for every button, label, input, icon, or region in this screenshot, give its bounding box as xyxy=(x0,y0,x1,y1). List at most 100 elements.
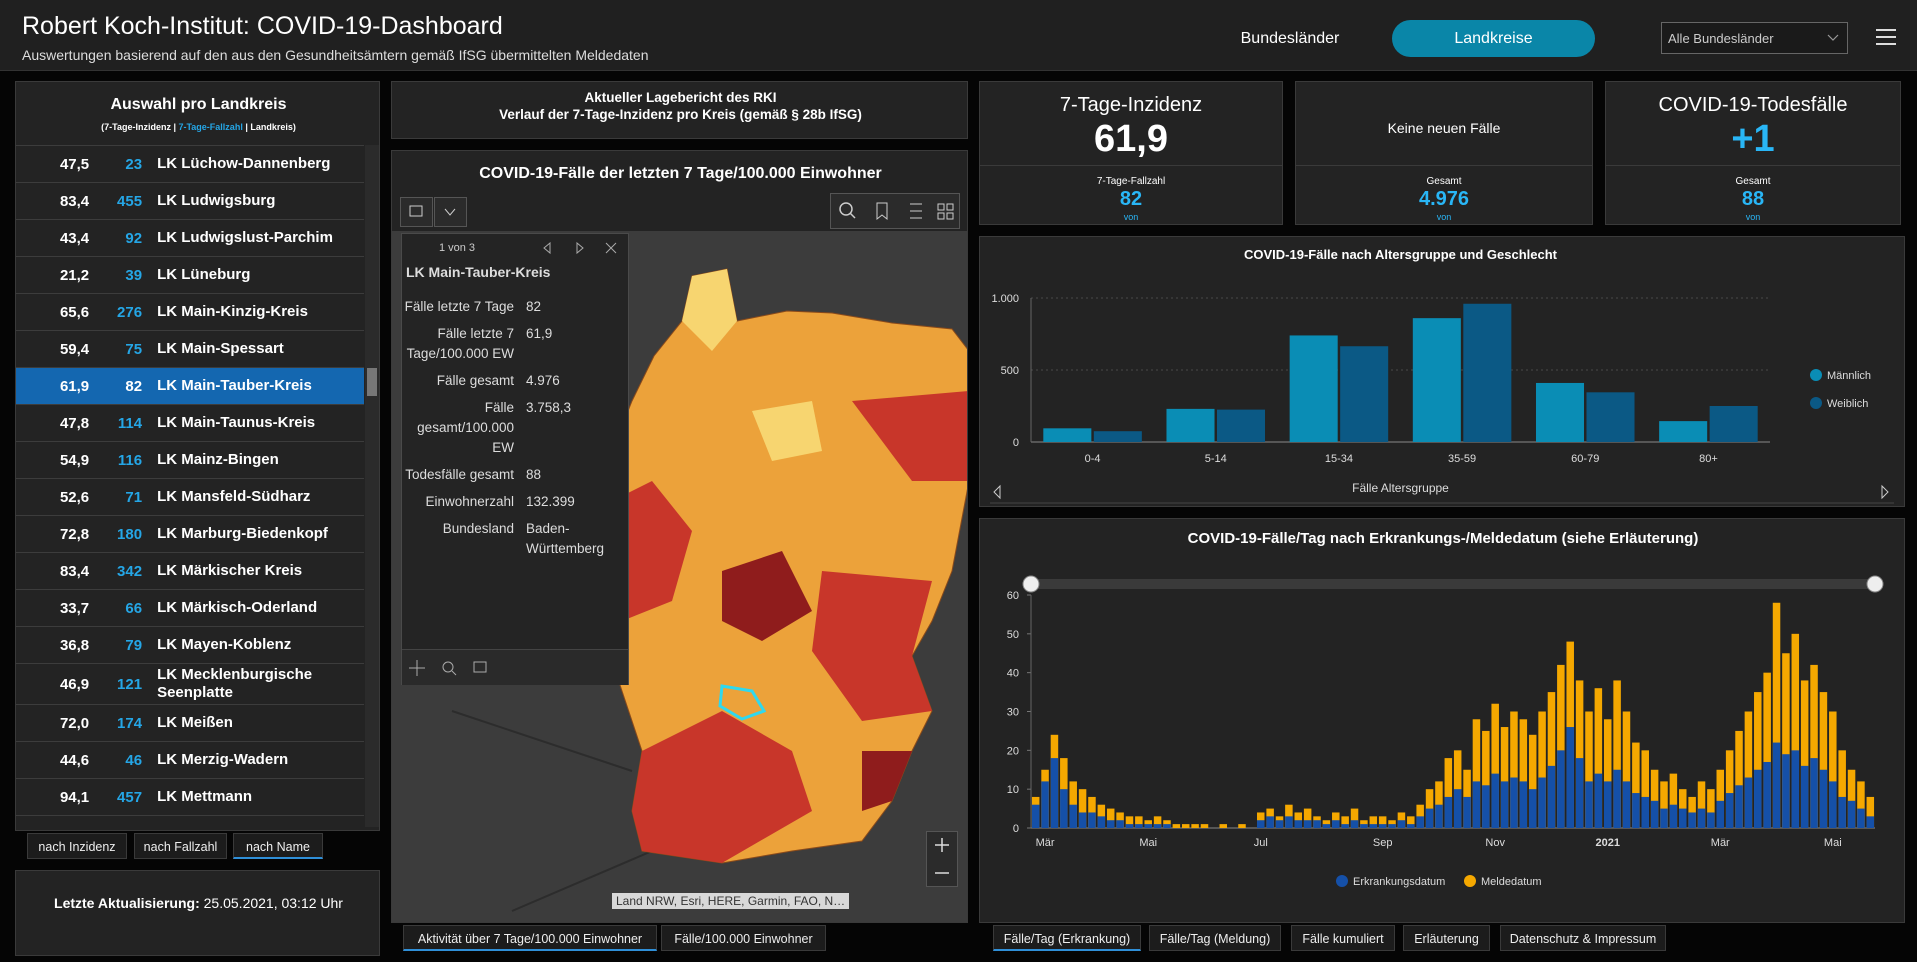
bar xyxy=(1603,781,1612,828)
bar xyxy=(1679,808,1687,828)
nav-arrow[interactable] xyxy=(993,484,1001,500)
chart-title: COVID-19-Fälle/Tag nach Erkrankungs-/Mel… xyxy=(1188,530,1699,547)
bar xyxy=(1857,781,1865,828)
bar xyxy=(1463,796,1471,828)
bottom-tab[interactable]: Fälle kumuliert xyxy=(1291,925,1395,951)
bar xyxy=(1829,781,1837,828)
district-row[interactable]: 33,7 66 LK Märkisch-Oderland xyxy=(16,590,364,627)
legend-swatch xyxy=(1464,875,1476,887)
sort-button[interactable]: nach Inzidenz xyxy=(27,833,127,859)
district-row[interactable]: 44,6 46 LK Merzig-Wadern xyxy=(16,742,364,779)
sort-button[interactable]: nach Name xyxy=(233,833,323,859)
district-name: LK Lüchow-Dannenberg xyxy=(157,155,331,172)
bar xyxy=(1144,824,1152,828)
bar xyxy=(1332,820,1340,828)
x-tick-label: 15-34 xyxy=(1325,453,1353,465)
bar xyxy=(1043,428,1092,442)
sort-button[interactable]: nach Fallzahl xyxy=(134,833,227,859)
bar xyxy=(1200,824,1209,828)
district-row[interactable]: 47,5 23 LK Lüchow-Dannenberg xyxy=(16,146,364,183)
report-panel[interactable]: Aktueller Lagebericht des RKI Verlauf de… xyxy=(391,81,968,139)
bar xyxy=(1125,824,1134,828)
district-row[interactable]: 43,4 92 LK Ludwigslust-Parchim xyxy=(16,220,364,257)
district-row[interactable]: 36,8 79 LK Mayen-Koblenz xyxy=(16,627,364,664)
district-row[interactable]: 72,0 174 LK Meißen xyxy=(16,705,364,742)
district-row[interactable]: 83,4 342 LK Märkischer Kreis xyxy=(16,553,364,590)
district-row[interactable]: 83,4 455 LK Ludwigsburg xyxy=(16,183,364,220)
update-panel: Letzte Aktualisierung: 25.05.2021, 03:12… xyxy=(15,870,380,956)
field-value: Baden-Württemberg xyxy=(526,521,605,556)
map-tools[interactable] xyxy=(830,193,960,229)
district-row[interactable]: 54,9 116 LK Mainz-Bingen xyxy=(16,442,364,479)
district-name: LK Lüneburg xyxy=(157,266,251,283)
bar xyxy=(1500,781,1509,828)
bar xyxy=(1294,820,1303,828)
district-row[interactable]: 47,8 114 LK Main-Taunus-Kreis xyxy=(16,405,364,442)
bar xyxy=(1613,769,1621,828)
district-row[interactable]: 61,9 82 LK Main-Tauber-Kreis xyxy=(16,368,364,405)
region xyxy=(852,391,967,481)
kpi-sub-value: 82 xyxy=(1119,188,1143,210)
map-tab[interactable]: Aktivität über 7 Tage/100.000 Einwohner xyxy=(403,925,657,951)
chart-title: COVID-19-Fälle nach Altersgruppe und Ges… xyxy=(1244,247,1558,262)
case-count: 79 xyxy=(125,636,143,654)
district-row[interactable]: 65,6 276 LK Main-Kinzig-Kreis xyxy=(16,294,364,331)
field-value: 88 xyxy=(526,467,542,482)
popup-actions[interactable] xyxy=(408,659,498,677)
bar xyxy=(1707,812,1715,828)
report-line: Aktueller Lagebericht des RKI xyxy=(584,90,777,105)
bar xyxy=(1491,703,1499,828)
bottom-tab[interactable]: Fälle/Tag (Erkrankung) xyxy=(993,925,1141,951)
menu-icon[interactable] xyxy=(1876,28,1896,46)
incidence: 61,9 xyxy=(59,377,90,395)
district-row[interactable]: 59,4 75 LK Main-Spessart xyxy=(16,331,364,368)
bar xyxy=(1219,824,1227,828)
nav-arrow[interactable] xyxy=(1881,484,1889,500)
popup-controls[interactable] xyxy=(542,240,624,256)
bar xyxy=(1847,800,1856,828)
district-row[interactable]: 72,8 180 LK Marburg-Biedenkopf xyxy=(16,516,364,553)
incidence: 21,2 xyxy=(59,266,90,284)
case-count: 114 xyxy=(117,414,143,432)
zoom-control[interactable] xyxy=(926,831,958,887)
incidence: 46,9 xyxy=(59,675,90,693)
incidence: 72,8 xyxy=(59,525,90,543)
slider-handle[interactable] xyxy=(1866,575,1884,593)
bar xyxy=(1444,796,1453,828)
field-value: 82 xyxy=(526,299,542,314)
bar xyxy=(1659,421,1708,442)
map-toolbar[interactable] xyxy=(400,197,468,227)
map-tab[interactable]: Fälle/100.000 Einwohner xyxy=(661,925,826,951)
bar xyxy=(1482,785,1490,828)
incidence: 43,4 xyxy=(59,229,90,247)
tab-button[interactable]: Bundesländer xyxy=(1240,30,1340,47)
dropdown-label: Alle Bundesländer xyxy=(1668,31,1774,46)
dropdown[interactable]: Alle Bundesländer xyxy=(1661,22,1848,54)
bottom-tab[interactable]: Fälle/Tag (Meldung) xyxy=(1149,925,1281,951)
bar xyxy=(1669,804,1678,828)
bottom-tab[interactable]: Erläuterung xyxy=(1403,925,1490,951)
kpi-title: Keine neuen Fälle xyxy=(1387,120,1501,136)
incidence: 83,4 xyxy=(59,192,90,210)
district-name: LK Meißen xyxy=(157,714,233,731)
bottom-tab[interactable]: Datenschutz & Impressum xyxy=(1500,925,1666,951)
bar xyxy=(1744,711,1753,828)
popup-footer[interactable] xyxy=(402,649,628,685)
bar xyxy=(1772,742,1781,828)
scroll-thumb[interactable] xyxy=(367,368,377,396)
district-row[interactable]: 94,1 457 LK Mettmann xyxy=(16,779,364,816)
case-count: 174 xyxy=(117,714,143,732)
legend-swatch xyxy=(1810,397,1822,409)
bar xyxy=(1378,816,1387,828)
bar xyxy=(1847,769,1856,828)
slider-handle[interactable] xyxy=(1022,575,1040,593)
tab-button[interactable]: Landkreise xyxy=(1392,20,1595,57)
district-row[interactable]: 21,2 39 LK Lüneburg xyxy=(16,257,364,294)
bar xyxy=(1725,750,1734,828)
scrollbar[interactable] xyxy=(365,145,379,827)
bar xyxy=(1257,820,1265,828)
district-row[interactable]: 46,9 121 LK Mecklenburgische Seenplatte xyxy=(16,664,364,705)
case-count: 39 xyxy=(125,266,143,284)
district-row[interactable]: 52,6 71 LK Mansfeld-Südharz xyxy=(16,479,364,516)
bar xyxy=(1106,820,1115,828)
